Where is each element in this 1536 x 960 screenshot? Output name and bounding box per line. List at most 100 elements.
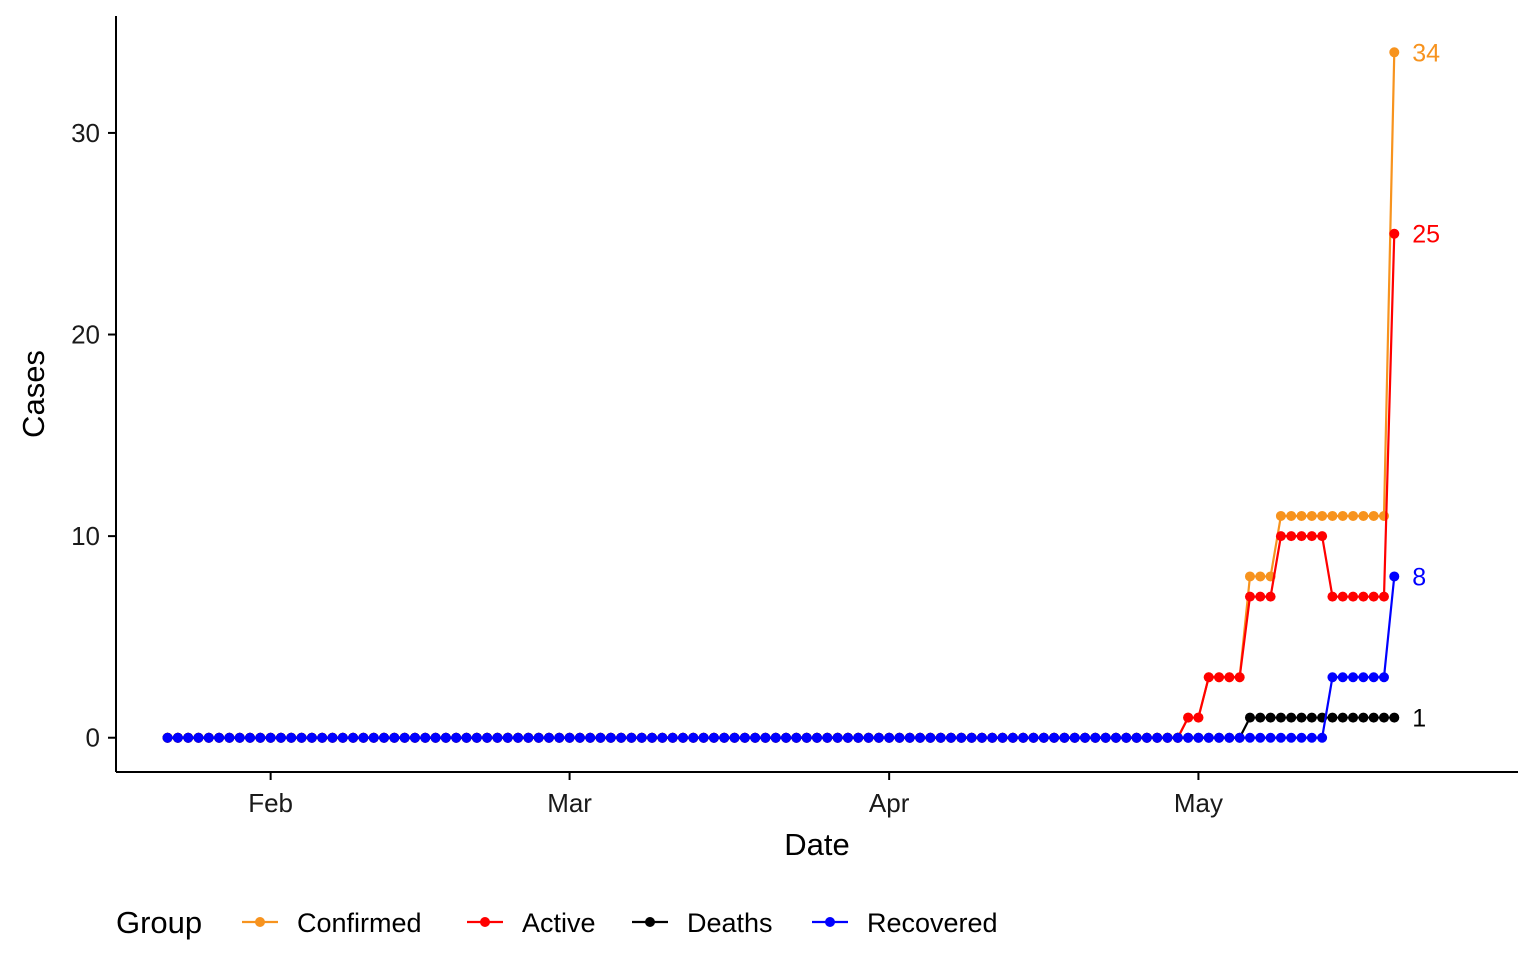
data-point: [1214, 672, 1225, 683]
data-point: [1296, 531, 1307, 542]
legend-label: Confirmed: [297, 908, 422, 938]
data-point: [719, 732, 730, 743]
data-point: [1327, 510, 1338, 521]
data-point: [348, 732, 359, 743]
data-point: [162, 732, 173, 743]
x-axis-ticks: Feb Mar Apr May: [248, 772, 1223, 818]
y-axis-ticks: 0 10 20 30: [71, 118, 116, 753]
data-point: [708, 732, 719, 743]
data-point: [1378, 672, 1389, 683]
legend: Group Confirmed Active Deaths Recovered: [116, 905, 998, 940]
data-point: [1255, 712, 1266, 723]
data-point: [739, 732, 750, 743]
data-point: [1131, 732, 1142, 743]
data-point: [935, 732, 946, 743]
data-point: [1224, 672, 1235, 683]
data-point: [451, 732, 462, 743]
data-point: [1368, 672, 1379, 683]
data-point: [574, 732, 585, 743]
legend-item-active: Active: [467, 908, 596, 938]
data-point: [822, 732, 833, 743]
data-point: [420, 732, 431, 743]
data-point: [224, 732, 235, 743]
data-point: [1389, 571, 1400, 582]
y-tick-label: 0: [86, 723, 100, 753]
data-point: [533, 732, 544, 743]
data-point: [389, 732, 400, 743]
data-point: [863, 732, 874, 743]
legend-item-recovered: Recovered: [812, 908, 998, 938]
series-active: [162, 228, 1400, 743]
data-point: [1183, 732, 1194, 743]
data-point: [1265, 591, 1276, 602]
data-point: [1214, 732, 1225, 743]
data-point: [358, 732, 369, 743]
data-point: [1327, 672, 1338, 683]
series-line: [167, 52, 1396, 739]
data-point: [502, 732, 513, 743]
data-point: [1368, 510, 1379, 521]
data-point: [1306, 531, 1317, 542]
data-point: [1028, 732, 1039, 743]
data-point: [172, 732, 183, 743]
end-label-layer: 34 25 1 8: [1412, 39, 1440, 732]
series-line: [167, 576, 1396, 739]
y-tick-label: 10: [71, 521, 100, 551]
series-confirmed: [162, 47, 1400, 743]
data-point: [1358, 672, 1369, 683]
data-point: [873, 732, 884, 743]
data-point: [1224, 732, 1235, 743]
data-point: [894, 732, 905, 743]
data-point: [296, 732, 307, 743]
x-tick-label: May: [1174, 788, 1223, 818]
data-point: [976, 732, 987, 743]
data-point: [812, 732, 822, 743]
data-point: [1286, 510, 1297, 521]
data-point: [1183, 712, 1194, 723]
data-point: [1152, 732, 1163, 743]
data-point: [368, 732, 379, 743]
data-point: [1244, 732, 1255, 743]
data-point: [636, 732, 647, 743]
data-point: [399, 732, 410, 743]
data-point: [1090, 732, 1101, 743]
data-point: [1368, 591, 1379, 602]
data-point: [1389, 47, 1400, 58]
legend-key-point: [255, 917, 265, 927]
end-label-recovered: 8: [1412, 563, 1426, 591]
legend-item-confirmed: Confirmed: [242, 908, 422, 938]
data-point: [1348, 672, 1359, 683]
data-point: [1038, 732, 1049, 743]
data-point: [616, 732, 627, 743]
x-tick-label: Feb: [248, 788, 293, 818]
data-point: [1265, 712, 1276, 723]
data-point: [234, 732, 245, 743]
series-layer: [162, 47, 1400, 743]
data-point: [255, 732, 266, 743]
data-point: [1049, 732, 1060, 743]
data-point: [1368, 712, 1379, 723]
data-point: [1389, 712, 1400, 723]
data-point: [1306, 712, 1317, 723]
x-tick-label: Mar: [547, 788, 592, 818]
data-point: [214, 732, 225, 743]
data-point: [1162, 732, 1173, 743]
data-point: [1110, 732, 1121, 743]
data-point: [1348, 712, 1359, 723]
data-point: [1255, 591, 1266, 602]
legend-title: Group: [116, 905, 202, 940]
data-point: [801, 732, 812, 743]
data-point: [440, 732, 451, 743]
data-point: [915, 732, 926, 743]
data-point: [925, 732, 936, 743]
data-point: [770, 732, 781, 743]
data-point: [1317, 510, 1328, 521]
x-axis-title: Date: [784, 827, 849, 862]
data-point: [193, 732, 204, 743]
data-point: [1378, 591, 1389, 602]
data-point: [667, 732, 678, 743]
data-point: [1337, 672, 1348, 683]
data-point: [946, 732, 957, 743]
end-label-deaths: 1: [1412, 705, 1426, 733]
